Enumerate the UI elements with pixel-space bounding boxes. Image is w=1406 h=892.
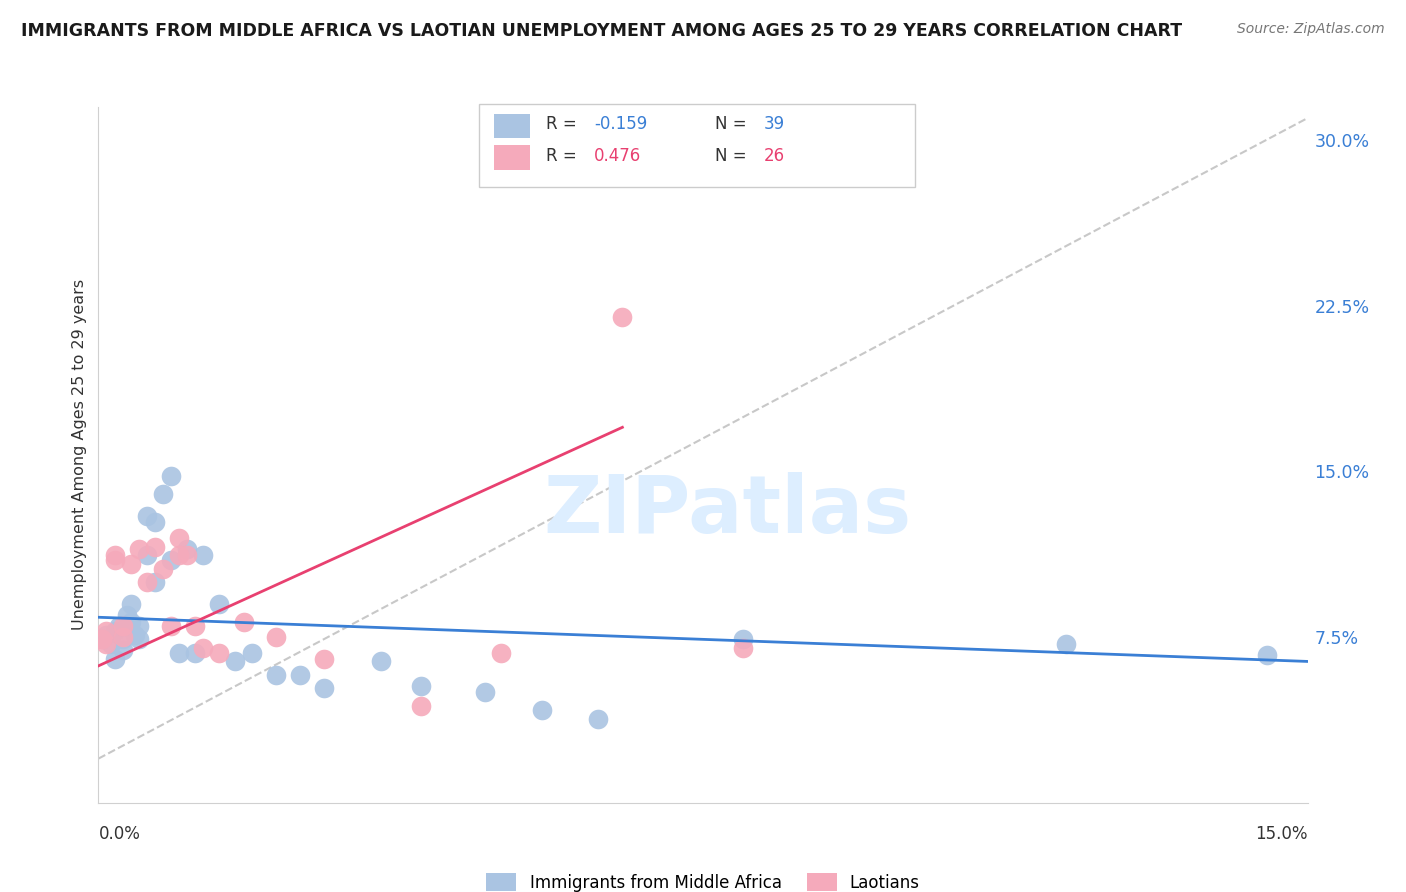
Point <box>135 574 157 589</box>
Point <box>208 646 231 660</box>
Text: 15.0%: 15.0% <box>1256 825 1308 843</box>
Point <box>193 641 215 656</box>
Point <box>193 549 215 563</box>
Point <box>167 549 190 563</box>
Point <box>160 469 183 483</box>
Point <box>111 632 134 647</box>
Point <box>103 549 125 563</box>
Point <box>1256 648 1278 662</box>
Point <box>96 628 118 642</box>
Point <box>135 549 157 563</box>
Point <box>120 597 142 611</box>
Point <box>176 541 198 556</box>
Point <box>128 619 150 633</box>
Point <box>143 574 166 589</box>
Point <box>409 679 432 693</box>
Point <box>264 667 287 681</box>
Point <box>208 597 231 611</box>
FancyBboxPatch shape <box>494 145 530 169</box>
Point <box>103 553 125 567</box>
Point <box>314 681 336 695</box>
Point <box>176 549 198 563</box>
Point <box>586 712 609 726</box>
Text: ZIPatlas: ZIPatlas <box>543 472 911 549</box>
Point <box>103 624 125 638</box>
Text: N =: N = <box>716 147 752 165</box>
Text: R =: R = <box>546 115 582 134</box>
Point <box>96 637 118 651</box>
Point <box>152 486 174 500</box>
Point <box>184 646 207 660</box>
Point <box>612 310 634 324</box>
Point <box>111 619 134 633</box>
Text: 0.0%: 0.0% <box>98 825 141 843</box>
Point <box>100 637 122 651</box>
Text: R =: R = <box>546 147 582 165</box>
Point <box>288 667 311 681</box>
Point <box>232 615 254 629</box>
Point <box>96 624 118 638</box>
Point <box>409 698 432 713</box>
Text: IMMIGRANTS FROM MIDDLE AFRICA VS LAOTIAN UNEMPLOYMENT AMONG AGES 25 TO 29 YEARS : IMMIGRANTS FROM MIDDLE AFRICA VS LAOTIAN… <box>21 22 1182 40</box>
Point <box>91 632 114 647</box>
Point <box>264 630 287 644</box>
Point <box>167 531 190 545</box>
Point <box>128 541 150 556</box>
Point <box>1054 637 1077 651</box>
Point <box>167 646 190 660</box>
Point <box>107 619 129 633</box>
Point <box>128 632 150 647</box>
Point <box>224 655 246 669</box>
Y-axis label: Unemployment Among Ages 25 to 29 years: Unemployment Among Ages 25 to 29 years <box>72 279 87 631</box>
Point <box>124 628 146 642</box>
Text: 26: 26 <box>763 147 785 165</box>
Point <box>160 553 183 567</box>
Point <box>240 646 263 660</box>
Point <box>184 619 207 633</box>
Legend: Immigrants from Middle Africa, Laotians: Immigrants from Middle Africa, Laotians <box>479 867 927 892</box>
Point <box>120 558 142 572</box>
Text: Source: ZipAtlas.com: Source: ZipAtlas.com <box>1237 22 1385 37</box>
Point <box>143 516 166 530</box>
Point <box>111 643 134 657</box>
Point <box>143 540 166 554</box>
Point <box>91 632 114 647</box>
Point <box>111 630 134 644</box>
Point <box>733 632 755 647</box>
Point <box>103 652 125 666</box>
FancyBboxPatch shape <box>494 114 530 138</box>
Text: 39: 39 <box>763 115 785 134</box>
Point <box>314 652 336 666</box>
Point <box>152 562 174 576</box>
Point <box>120 615 142 629</box>
Point <box>491 646 513 660</box>
Point <box>474 685 496 699</box>
Point <box>135 508 157 523</box>
Point <box>115 608 138 623</box>
Point <box>530 703 553 717</box>
Text: N =: N = <box>716 115 752 134</box>
Text: -0.159: -0.159 <box>595 115 647 134</box>
Point <box>370 655 392 669</box>
FancyBboxPatch shape <box>479 103 915 187</box>
Point <box>160 619 183 633</box>
Text: 0.476: 0.476 <box>595 147 641 165</box>
Point <box>733 641 755 656</box>
